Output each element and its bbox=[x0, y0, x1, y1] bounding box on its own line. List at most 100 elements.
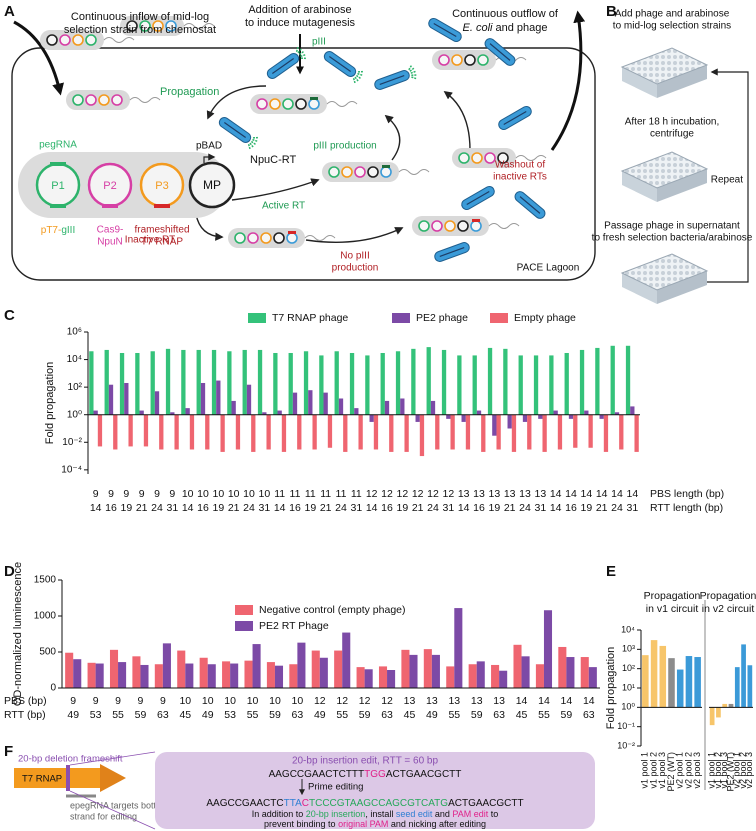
outflow-arrow bbox=[550, 10, 586, 151]
x-tick-label: 14 bbox=[366, 502, 378, 514]
y-axis-label: Fold propagation bbox=[44, 362, 56, 445]
plasmid bbox=[464, 54, 476, 66]
flagellum bbox=[326, 101, 358, 107]
x-tick-label: 55 bbox=[112, 709, 124, 721]
phage bbox=[218, 117, 259, 150]
bar bbox=[614, 412, 620, 415]
bar bbox=[143, 414, 149, 447]
x-tick-label: 13 bbox=[504, 488, 516, 500]
bar bbox=[244, 660, 253, 688]
bar bbox=[411, 348, 416, 415]
bar bbox=[230, 663, 239, 688]
text-segment: 20-bp insertion bbox=[306, 809, 366, 819]
bar bbox=[588, 414, 593, 448]
bar bbox=[741, 644, 746, 708]
bar bbox=[588, 667, 597, 688]
bar bbox=[97, 414, 103, 447]
x-tick-label: 11 bbox=[320, 488, 331, 500]
x-tick-label: 13 bbox=[473, 488, 485, 500]
plasmid bbox=[282, 98, 294, 110]
y-tick-label: 10¹ bbox=[622, 682, 635, 692]
bar bbox=[216, 380, 221, 415]
bar bbox=[199, 657, 208, 688]
bar bbox=[124, 382, 129, 415]
legend-swatch bbox=[248, 313, 266, 323]
bar bbox=[132, 656, 141, 688]
bar bbox=[465, 414, 471, 450]
bar bbox=[580, 657, 589, 688]
bar bbox=[338, 398, 344, 415]
gene-arrowhead bbox=[100, 764, 126, 792]
x-tick-label: 14 bbox=[458, 502, 470, 514]
plasmid bbox=[188, 161, 236, 209]
x-tick-label: 31 bbox=[166, 502, 178, 514]
phage-genome bbox=[224, 122, 246, 138]
label: pIII bbox=[312, 37, 326, 48]
bar bbox=[288, 352, 293, 415]
label: P1 bbox=[51, 180, 64, 192]
label: Prime editing bbox=[308, 782, 363, 793]
x-tick-label: 10 bbox=[179, 695, 191, 707]
connector bbox=[69, 790, 156, 830]
phage bbox=[484, 38, 516, 66]
x-tick-label: 49 bbox=[67, 709, 79, 721]
phage-genome bbox=[439, 246, 465, 258]
plasmid bbox=[72, 34, 84, 46]
x-tick-label: 13 bbox=[404, 695, 416, 707]
x-tick-label: 14 bbox=[561, 695, 573, 707]
label: E. coli and phage bbox=[463, 22, 548, 34]
bar bbox=[154, 391, 160, 415]
label: Repeat bbox=[711, 175, 743, 186]
bar bbox=[140, 664, 149, 688]
plasmid bbox=[458, 152, 470, 164]
x-tick-label: 11 bbox=[305, 488, 316, 500]
bar bbox=[200, 382, 206, 415]
plasmid bbox=[269, 98, 281, 110]
bar bbox=[566, 657, 575, 688]
x-tick-label: 9 bbox=[154, 488, 160, 500]
text-segment: and bbox=[432, 809, 452, 819]
plasmid bbox=[470, 220, 482, 232]
bar bbox=[354, 408, 359, 415]
bar bbox=[496, 414, 501, 450]
label: NpuC-RT bbox=[250, 154, 297, 166]
bar bbox=[222, 661, 231, 688]
y-tick-label: 10⁻² bbox=[62, 437, 82, 448]
plasmid bbox=[328, 166, 340, 178]
label: to mid-log selection strains bbox=[613, 21, 731, 32]
plasmid bbox=[247, 232, 259, 244]
piii-spike bbox=[295, 46, 299, 53]
text-segment: prevent binding to bbox=[264, 819, 338, 829]
x-tick-label: 12 bbox=[366, 488, 378, 500]
x-tick-label: v1 pool 1 bbox=[707, 752, 717, 789]
text-segment: AAGCCGAACTCTTT bbox=[269, 769, 365, 780]
x-tick-label: 45 bbox=[516, 709, 528, 721]
bar bbox=[395, 351, 401, 415]
bar bbox=[450, 414, 455, 450]
bar bbox=[579, 349, 585, 415]
bar bbox=[557, 414, 563, 450]
text-segment: pT7- bbox=[41, 225, 62, 236]
x-tick-label: 21 bbox=[228, 502, 240, 514]
bar bbox=[558, 646, 567, 688]
x-tick-label: v2 pool 2 bbox=[738, 752, 748, 789]
legend-label: PE2 phage bbox=[416, 312, 468, 324]
bar bbox=[716, 707, 721, 718]
label: No pIII bbox=[340, 251, 369, 262]
bar bbox=[334, 351, 339, 415]
text-segment: AAGCCGAACTC bbox=[206, 798, 283, 809]
bar bbox=[709, 707, 715, 726]
bar bbox=[235, 414, 241, 450]
bar bbox=[461, 414, 466, 422]
text-segment: TGG bbox=[364, 769, 386, 780]
bar bbox=[694, 657, 701, 708]
bar bbox=[650, 640, 658, 708]
y-tick-label: 10⁴ bbox=[67, 354, 82, 365]
label: pBAD bbox=[196, 141, 222, 152]
bar bbox=[513, 644, 522, 688]
bar bbox=[242, 349, 247, 415]
bar bbox=[568, 414, 574, 419]
plasmid bbox=[308, 98, 320, 110]
bar bbox=[599, 414, 604, 419]
bar bbox=[139, 410, 144, 415]
